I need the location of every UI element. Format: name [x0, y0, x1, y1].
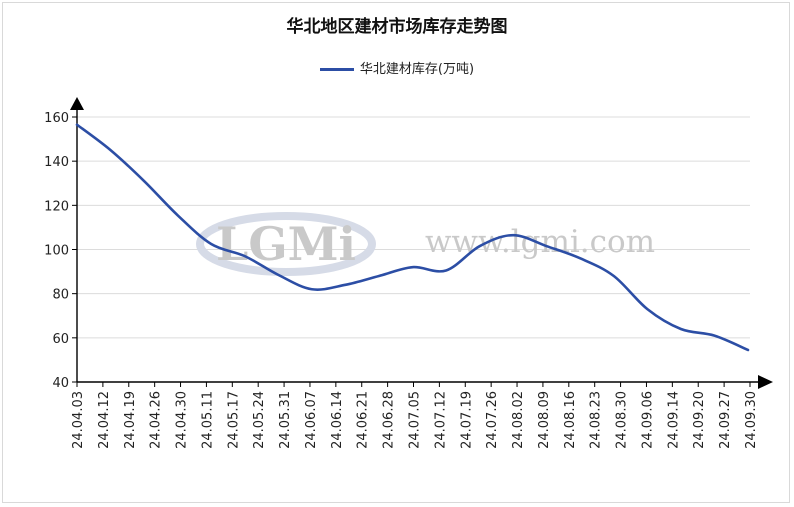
x-tick-label: 24.04.26 [149, 391, 164, 449]
legend: 华北建材库存(万吨) [0, 58, 794, 77]
axes [70, 97, 773, 389]
x-tick-label: 24.08.23 [589, 391, 604, 449]
x-tick-label: 24.05.31 [278, 391, 293, 449]
x-tick-label: 24.07.12 [433, 391, 448, 449]
y-tick-label: 40 [52, 376, 69, 391]
x-tick-label: 24.04.03 [71, 391, 86, 449]
y-tick-label: 160 [44, 111, 69, 126]
x-tick-label: 24.05.24 [252, 391, 267, 449]
x-axis-ticks: 24.04.03 24.04.12 24.04.19 24.04.26 24.04.30… [71, 382, 759, 449]
watermark-logo-text: LGMi [216, 217, 356, 271]
x-tick-label: 24.08.09 [537, 391, 552, 449]
x-tick-label: 24.06.07 [304, 391, 319, 449]
watermark: LGMi www.lgmi.com [196, 212, 655, 276]
y-axis-ticks: 40 60 80 100 120 140 160 [44, 111, 77, 391]
chart-title: 华北地区建材市场库存走势图 [286, 17, 508, 37]
x-tick-label: 24.05.17 [226, 391, 241, 449]
x-tick-label: 24.09.06 [640, 391, 655, 449]
x-tick-label: 24.06.28 [382, 391, 397, 449]
x-tick-label: 24.07.26 [485, 391, 500, 449]
x-tick-label: 24.07.19 [459, 391, 474, 449]
x-tick-label: 24.07.05 [408, 391, 423, 449]
legend-swatch [319, 68, 354, 71]
x-tick-label: 24.04.12 [97, 391, 112, 449]
y-tick-label: 80 [52, 288, 69, 303]
x-tick-label: 24.04.30 [175, 391, 190, 449]
grid-lines [77, 116, 750, 339]
y-tick-label: 120 [44, 199, 69, 214]
x-tick-label: 24.09.14 [666, 391, 681, 449]
x-tick-label: 24.06.21 [356, 391, 371, 449]
x-tick-label: 24.09.20 [692, 391, 707, 449]
x-tick-label: 24.09.27 [718, 391, 733, 449]
x-axis-arrow [758, 375, 773, 389]
y-tick-label: 60 [52, 332, 69, 347]
legend-label: 华北建材库存(万吨) [359, 62, 475, 77]
x-tick-label: 24.08.16 [563, 391, 578, 449]
watermark-site-text: www.lgmi.com [425, 224, 655, 260]
x-tick-label: 24.06.14 [330, 391, 345, 449]
x-tick-label: 24.08.30 [615, 391, 630, 449]
watermark-logo-ellipse [196, 212, 376, 276]
series-line [75, 123, 750, 352]
y-tick-label: 100 [44, 244, 69, 259]
y-axis-arrow [70, 97, 84, 110]
x-tick-label: 24.09.30 [744, 391, 759, 449]
y-tick-label: 140 [44, 155, 69, 170]
x-tick-label: 24.08.02 [511, 391, 526, 449]
x-tick-label: 24.04.19 [123, 391, 138, 449]
x-tick-label: 24.05.11 [200, 391, 215, 449]
